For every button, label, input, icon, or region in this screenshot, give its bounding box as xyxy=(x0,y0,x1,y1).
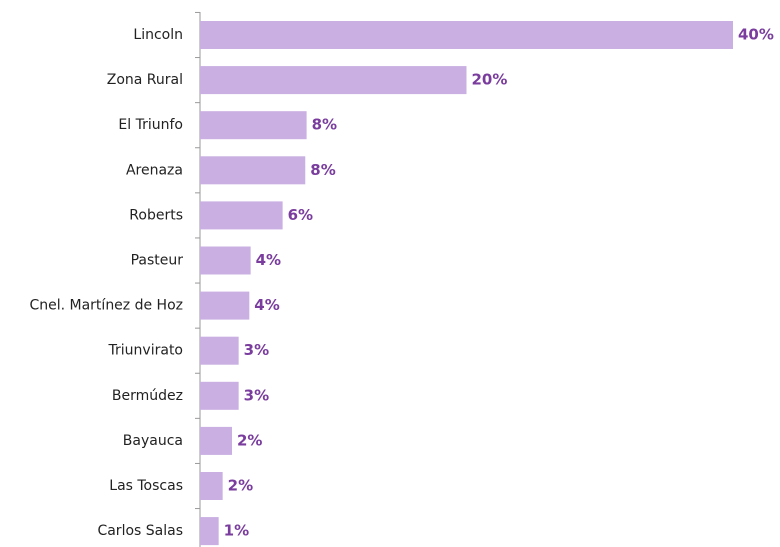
category-label: Bayauca xyxy=(123,433,183,449)
bar xyxy=(200,111,307,140)
bar xyxy=(200,291,250,320)
value-label: 4% xyxy=(256,251,281,269)
category-label: Lincoln xyxy=(133,27,183,43)
value-label: 2% xyxy=(237,431,262,449)
value-label: 8% xyxy=(312,116,337,134)
value-label: 4% xyxy=(254,296,279,314)
value-label: 2% xyxy=(228,477,253,495)
value-label: 1% xyxy=(224,522,249,540)
value-label: 40% xyxy=(738,26,774,44)
category-label: El Triunfo xyxy=(118,117,183,133)
category-label: Roberts xyxy=(129,207,183,223)
bar xyxy=(200,336,239,365)
bar xyxy=(200,426,232,455)
value-label: 6% xyxy=(288,206,313,224)
value-label: 3% xyxy=(244,386,269,404)
category-label: Pasteur xyxy=(131,253,184,269)
category-label: Cnel. Martínez de Hoz xyxy=(29,298,183,314)
bar xyxy=(200,472,223,500)
bar xyxy=(200,517,219,546)
category-label: Bermúdez xyxy=(112,388,183,404)
bar xyxy=(200,246,251,275)
value-label: 20% xyxy=(472,71,508,89)
category-label: Triunvirato xyxy=(108,343,183,359)
value-label: 3% xyxy=(244,341,269,359)
category-label: Arenaza xyxy=(126,162,183,178)
category-label: Las Toscas xyxy=(109,478,183,494)
category-label: Zona Rural xyxy=(107,72,183,88)
bar xyxy=(200,21,733,49)
bar xyxy=(200,156,306,185)
bar xyxy=(200,201,283,230)
bar xyxy=(200,381,239,410)
bar xyxy=(200,66,467,95)
category-label: Carlos Salas xyxy=(97,523,183,539)
value-label: 8% xyxy=(310,161,335,179)
